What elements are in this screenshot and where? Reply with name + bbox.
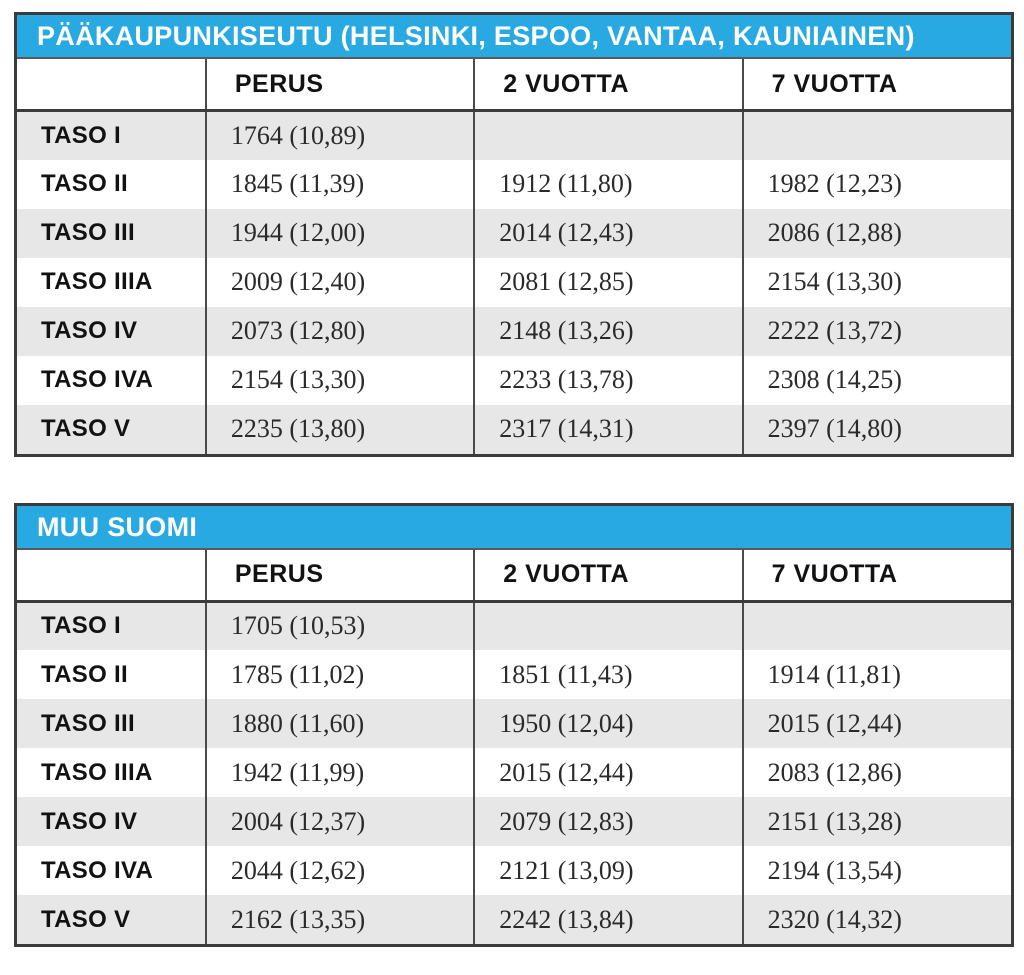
table-title-paakaupunkiseutu: PÄÄKAUPUNKISEUTU (HELSINKI, ESPOO, VANTA… — [17, 15, 1011, 59]
row-label: TASO IIIA — [41, 758, 153, 786]
row-label: TASO III — [41, 219, 135, 246]
table-row: TASO I 1705 (10,53) — [17, 601, 1011, 650]
cell-2-vuotta: 2242 (13,84) — [473, 895, 743, 944]
cell-perus: 1764 (10,89) — [204, 110, 475, 160]
row-label: TASO V — [41, 415, 131, 442]
cell-perus: 1845 (11,39) — [204, 159, 475, 209]
cell-7-vuotta: 2308 (14,25) — [741, 355, 1011, 405]
table-row: TASO I 1764 (10,89) — [17, 110, 1011, 160]
cell-7-vuotta: 2154 (13,30) — [741, 257, 1011, 307]
cell-perus: 2004 (12,37) — [204, 797, 475, 846]
cell-perus: 1705 (10,53) — [204, 601, 475, 650]
cell-7-vuotta: 2397 (14,80) — [741, 404, 1011, 454]
table-row: TASO III 1944 (12,00) 2014 (12,43) 2086 … — [17, 208, 1011, 258]
cell-perus: 2009 (12,40) — [204, 257, 475, 307]
row-label: TASO II — [41, 660, 128, 688]
cell-perus: 2235 (13,80) — [204, 404, 475, 454]
cell-2-vuotta: 2317 (14,31) — [473, 404, 743, 454]
table-row: TASO V 2235 (13,80) 2317 (14,31) 2397 (1… — [17, 404, 1011, 454]
table-row: TASO III 1880 (11,60) 1950 (12,04) 2015 … — [17, 699, 1011, 748]
column-header-perus: PERUS — [204, 59, 475, 112]
cell-7-vuotta: 2222 (13,72) — [741, 306, 1011, 356]
cell-7-vuotta: 2151 (13,28) — [741, 797, 1011, 846]
cell-7-vuotta — [741, 601, 1011, 650]
table-row: TASO IVA 2154 (13,30) 2233 (13,78) 2308 … — [17, 355, 1011, 405]
cell-2-vuotta: 2121 (13,09) — [473, 846, 743, 895]
cell-7-vuotta: 1982 (12,23) — [741, 159, 1011, 209]
table-row: TASO IVA 2044 (12,62) 2121 (13,09) 2194 … — [17, 846, 1011, 895]
row-label: TASO III — [41, 709, 135, 737]
column-header-empty — [17, 59, 206, 112]
cell-2-vuotta: 2148 (13,26) — [473, 306, 743, 356]
table-paakaupunkiseutu: PÄÄKAUPUNKISEUTU (HELSINKI, ESPOO, VANTA… — [14, 12, 1014, 457]
cell-2-vuotta — [473, 601, 743, 650]
cell-7-vuotta: 1914 (11,81) — [741, 650, 1011, 699]
cell-7-vuotta: 2015 (12,44) — [741, 699, 1011, 748]
cell-2-vuotta: 2014 (12,43) — [473, 208, 743, 258]
column-header-row: PERUS 2 VUOTTA 7 VUOTTA — [17, 549, 1011, 603]
column-header-7-vuotta: 7 VUOTTA — [741, 549, 1011, 603]
cell-2-vuotta: 2015 (12,44) — [473, 748, 743, 797]
cell-2-vuotta — [473, 110, 743, 160]
table-title-muu-suomi: MUU SUOMI — [17, 505, 1011, 550]
cell-perus: 1785 (11,02) — [204, 650, 475, 699]
table-row: TASO V 2162 (13,35) 2242 (13,84) 2320 (1… — [17, 895, 1011, 944]
cell-perus: 1944 (12,00) — [204, 208, 475, 258]
cell-2-vuotta: 2233 (13,78) — [473, 355, 743, 405]
cell-7-vuotta: 2194 (13,54) — [741, 846, 1011, 895]
cell-perus: 1942 (11,99) — [204, 748, 475, 797]
row-label: TASO I — [41, 612, 122, 640]
column-header-7-vuotta: 7 VUOTTA — [741, 59, 1011, 112]
column-header-2-vuotta: 2 VUOTTA — [473, 59, 743, 112]
cell-7-vuotta: 2320 (14,32) — [741, 895, 1011, 944]
row-label: TASO I — [41, 121, 122, 149]
cell-2-vuotta: 2079 (12,83) — [473, 797, 743, 846]
column-header-row: PERUS 2 VUOTTA 7 VUOTTA — [17, 59, 1011, 112]
row-label: TASO II — [41, 170, 128, 197]
cell-7-vuotta: 2086 (12,88) — [741, 208, 1011, 258]
table-row: TASO II 1845 (11,39) 1912 (11,80) 1982 (… — [17, 159, 1011, 209]
cell-perus: 2044 (12,62) — [204, 846, 475, 895]
cell-7-vuotta — [741, 110, 1011, 160]
table-body: TASO I 1764 (10,89) TASO II 1845 (11,39)… — [17, 110, 1011, 454]
cell-2-vuotta: 1950 (12,04) — [473, 699, 743, 748]
cell-perus: 2162 (13,35) — [204, 895, 475, 944]
table-body: TASO I 1705 (10,53) TASO II 1785 (11,02)… — [17, 601, 1011, 944]
row-label: TASO IV — [41, 317, 138, 344]
cell-2-vuotta: 1851 (11,43) — [473, 650, 743, 699]
row-label: TASO IVA — [41, 856, 154, 884]
cell-2-vuotta: 1912 (11,80) — [473, 159, 743, 209]
table-row: TASO II 1785 (11,02) 1851 (11,43) 1914 (… — [17, 650, 1011, 699]
table-row: TASO IIIA 2009 (12,40) 2081 (12,85) 2154… — [17, 257, 1011, 307]
column-header-perus: PERUS — [204, 549, 475, 603]
table-row: TASO IIIA 1942 (11,99) 2015 (12,44) 2083… — [17, 748, 1011, 797]
cell-perus: 2154 (13,30) — [204, 355, 475, 405]
cell-7-vuotta: 2083 (12,86) — [741, 748, 1011, 797]
row-label: TASO V — [41, 905, 131, 933]
cell-2-vuotta: 2081 (12,85) — [473, 257, 743, 307]
price-table-muu-suomi: PERUS 2 VUOTTA 7 VUOTTA TASO I 1705 (10,… — [17, 549, 1011, 944]
table-row: TASO IV 2004 (12,37) 2079 (12,83) 2151 (… — [17, 797, 1011, 846]
table-row: TASO IV 2073 (12,80) 2148 (13,26) 2222 (… — [17, 306, 1011, 356]
cell-perus: 2073 (12,80) — [204, 306, 475, 356]
row-label: TASO IVA — [41, 366, 154, 393]
row-label: TASO IIIA — [41, 268, 153, 295]
cell-perus: 1880 (11,60) — [204, 699, 475, 748]
table-muu-suomi: MUU SUOMI PERUS 2 VUOTTA 7 VUOTTA TASO I… — [14, 502, 1014, 947]
column-header-empty — [17, 549, 206, 603]
column-header-2-vuotta: 2 VUOTTA — [473, 549, 743, 603]
price-table-paakaupunkiseutu: PERUS 2 VUOTTA 7 VUOTTA TASO I 1764 (10,… — [17, 59, 1011, 454]
row-label: TASO IV — [41, 807, 138, 835]
